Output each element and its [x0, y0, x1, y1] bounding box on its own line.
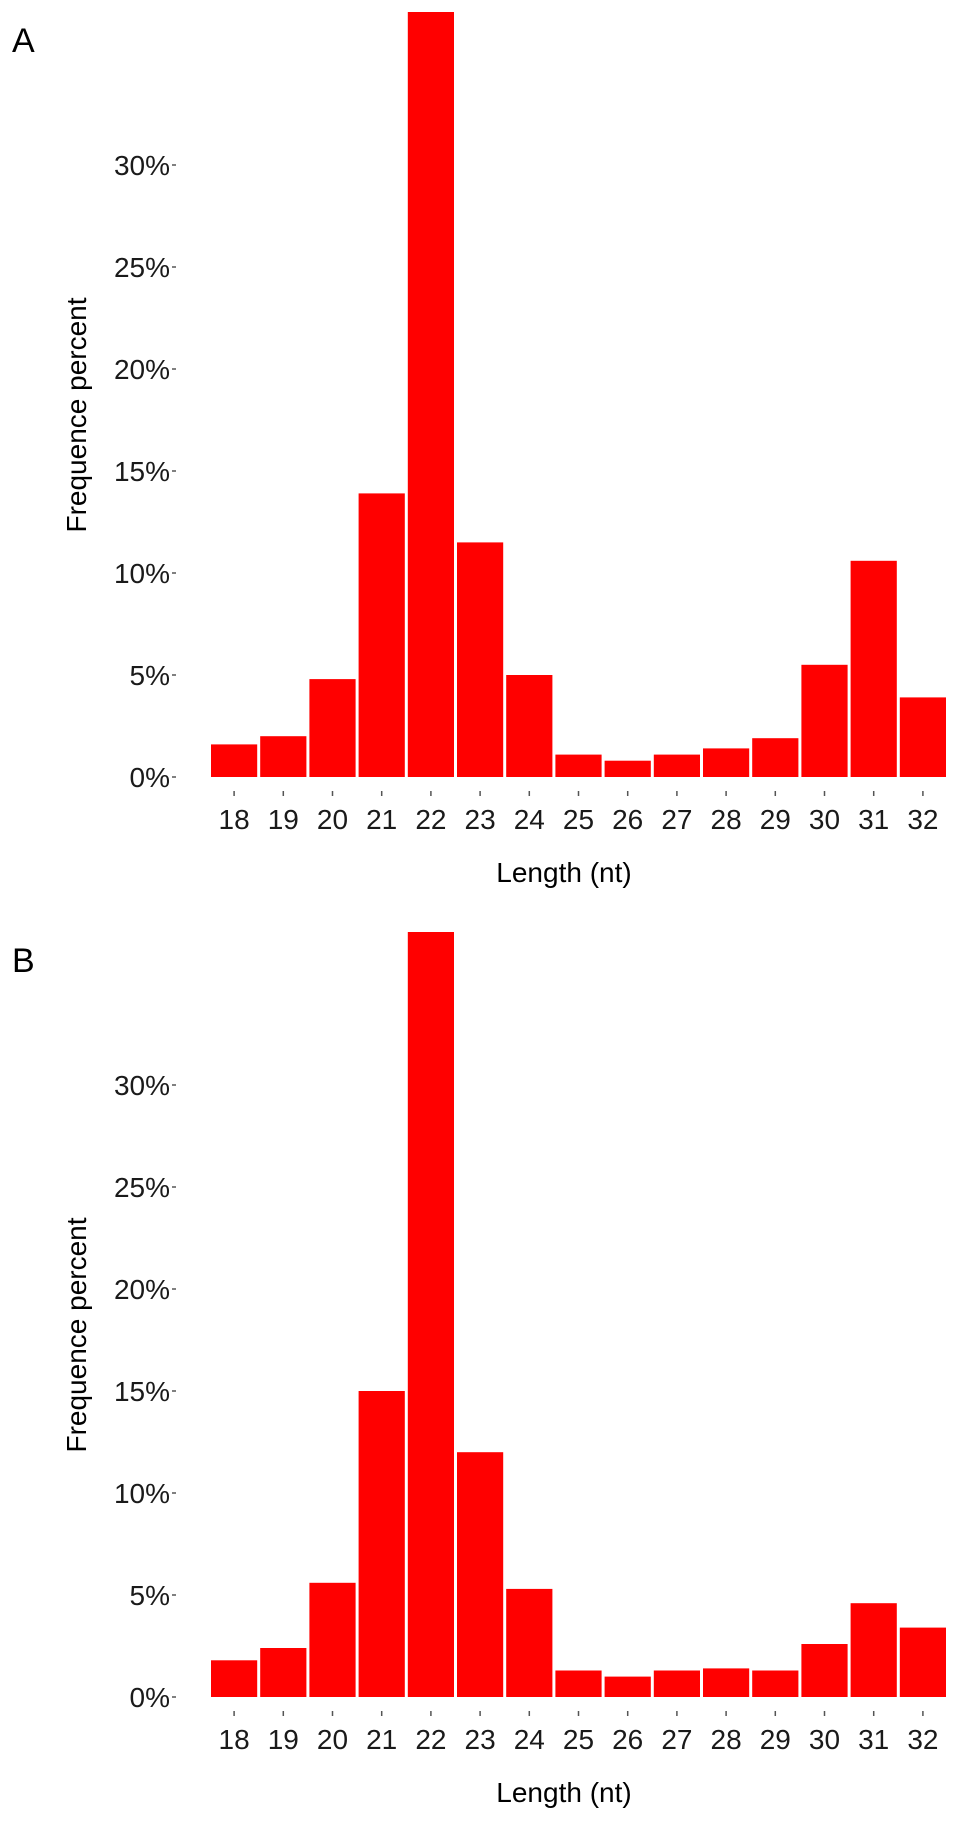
y-tick-label: 30% [114, 150, 170, 181]
bar-chart-a: 0% 5% 10% 15% 20% 25% 30% 18 19 20 21 22 23 24 25 26 27 2… [61, 12, 946, 888]
x-tick-label: 22 [415, 804, 446, 835]
x-tick-label: 31 [858, 804, 889, 835]
y-tick-label: 15% [114, 1376, 170, 1407]
x-tick-label: 21 [366, 804, 397, 835]
x-tick-label: 22 [415, 1724, 446, 1755]
x-tick-label: 31 [858, 1724, 889, 1755]
x-tick-label: 24 [514, 1724, 545, 1755]
x-tick-label: 27 [661, 804, 692, 835]
x-tick-label: 29 [760, 1724, 791, 1755]
x-tick-label: 27 [661, 1724, 692, 1755]
bar-24 [506, 1588, 553, 1697]
bar-31 [850, 560, 897, 777]
x-tick-label: 23 [465, 1724, 496, 1755]
bar-20 [309, 679, 356, 777]
bar-18 [211, 744, 258, 777]
x-axis-title: Length (nt) [496, 1777, 631, 1808]
x-axis-title: Length (nt) [496, 857, 631, 888]
bar-28 [703, 1668, 750, 1697]
bar-29 [752, 738, 799, 777]
bar-27 [653, 754, 700, 777]
x-tick-label: 25 [563, 1724, 594, 1755]
x-tick-label: 29 [760, 804, 791, 835]
bar-31 [850, 1603, 897, 1697]
bar-23 [457, 542, 504, 777]
bar-27 [653, 1670, 700, 1697]
y-tick-label: 20% [114, 354, 170, 385]
bar-23 [457, 1452, 504, 1697]
y-tick-label: 10% [114, 558, 170, 589]
x-tick-label: 19 [268, 1724, 299, 1755]
bar-19 [260, 1648, 307, 1697]
x-tick-label: 26 [612, 804, 643, 835]
y-tick-label: 25% [114, 252, 170, 283]
x-tick-label: 30 [809, 1724, 840, 1755]
bar-24 [506, 675, 553, 777]
x-tick-label: 20 [317, 804, 348, 835]
x-tick-label: 23 [465, 804, 496, 835]
y-tick-label: 20% [114, 1274, 170, 1305]
panel-letter: B [12, 942, 35, 980]
y-axis-title: Frequence percent [61, 1217, 92, 1452]
x-tick-label: 32 [907, 1724, 938, 1755]
x-tick-label: 19 [268, 804, 299, 835]
bar-20 [309, 1582, 356, 1697]
x-tick-label: 25 [563, 804, 594, 835]
bar-30 [801, 1644, 848, 1697]
bar-chart-b: 0% 5% 10% 15% 20% 25% 30% 18 19 20 21 22 23 24 25 26 27 2… [61, 932, 946, 1808]
x-tick-label: 26 [612, 1724, 643, 1755]
bar-19 [260, 736, 307, 777]
bar-22 [407, 932, 454, 1697]
bar-25 [555, 1670, 602, 1697]
bar-26 [604, 1676, 651, 1697]
y-tick-label: 10% [114, 1478, 170, 1509]
x-tick-label: 18 [219, 804, 250, 835]
bar-22 [407, 12, 454, 777]
y-tick-label: 25% [114, 1172, 170, 1203]
chart-panel-b: B 0% 5% 10% 15% 20% 25% 30% 18 19 20 21 22 23 24 25 26 2… [0, 920, 969, 1840]
bar-29 [752, 1670, 799, 1697]
x-tick-label: 28 [711, 804, 742, 835]
bar-28 [703, 748, 750, 777]
panel-letter: A [12, 22, 35, 60]
y-tick-label: 0% [130, 1682, 170, 1713]
y-tick-label: 0% [130, 762, 170, 793]
y-tick-label: 5% [130, 660, 170, 691]
x-tick-label: 20 [317, 1724, 348, 1755]
bar-32 [899, 1627, 946, 1697]
bar-25 [555, 754, 602, 777]
x-tick-label: 24 [514, 804, 545, 835]
bar-21 [358, 493, 405, 777]
x-tick-label: 30 [809, 804, 840, 835]
x-tick-label: 28 [711, 1724, 742, 1755]
y-tick-label: 15% [114, 456, 170, 487]
y-tick-label: 5% [130, 1580, 170, 1611]
bar-32 [899, 697, 946, 777]
x-tick-label: 32 [907, 804, 938, 835]
bar-21 [358, 1391, 405, 1697]
bar-26 [604, 760, 651, 777]
x-tick-label: 18 [219, 1724, 250, 1755]
bar-30 [801, 664, 848, 777]
chart-panel-a: A 0% 5% 10% 15% 20% 25% 30% 18 19 20 21 22 23 24 25 26 2… [12, 12, 946, 888]
y-axis-title: Frequence percent [61, 297, 92, 532]
y-tick-label: 30% [114, 1070, 170, 1101]
x-tick-label: 21 [366, 1724, 397, 1755]
bar-18 [211, 1660, 258, 1697]
